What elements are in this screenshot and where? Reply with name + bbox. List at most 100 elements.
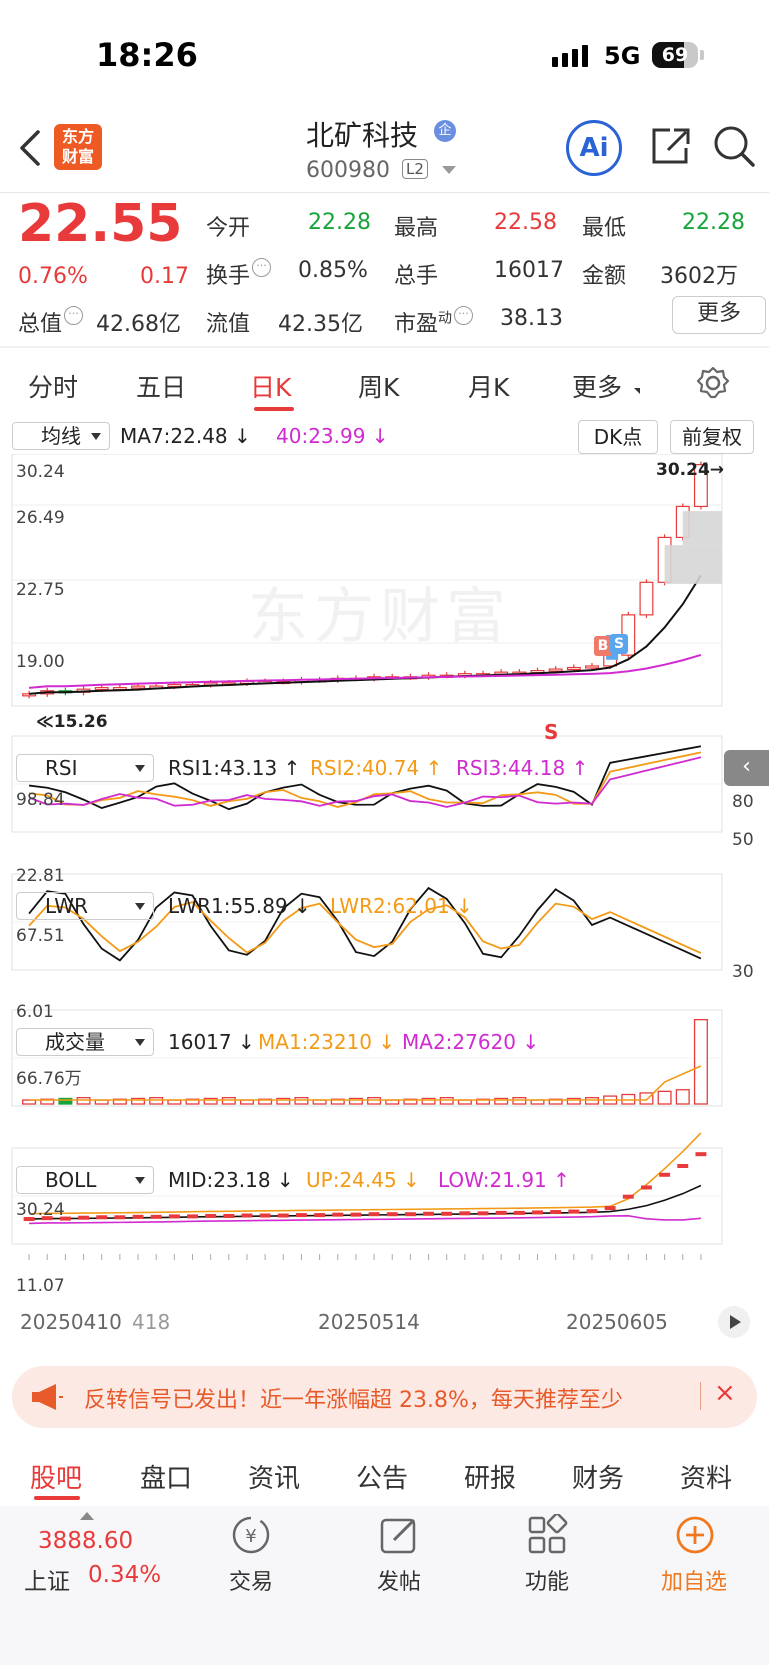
tab-weekly-k[interactable]: 周K	[358, 373, 400, 402]
adjust-button[interactable]: 前复权	[670, 420, 754, 454]
boll-candle	[622, 1194, 634, 1199]
candle	[693, 464, 708, 508]
dk-zone	[664, 545, 722, 584]
buy-signal-badge[interactable]: B	[594, 636, 612, 656]
features-label[interactable]: 功能	[524, 1570, 569, 1595]
ma7-text: MA7:22.48	[120, 424, 228, 448]
boll-up-value: UP:24.45 ↓	[306, 1168, 420, 1192]
post-label[interactable]: 发帖	[376, 1570, 421, 1595]
search-icon[interactable]	[712, 124, 756, 172]
banner-text[interactable]: 反转信号已发出！近一年涨幅超 23.8%，每天推荐至少	[84, 1388, 623, 1413]
volume-bar	[348, 1097, 363, 1105]
pe-label-text: 市盈	[394, 312, 439, 337]
tab-profile[interactable]: 资料	[680, 1464, 733, 1494]
boll-candle	[314, 1213, 326, 1218]
open-value: 22.28	[308, 210, 371, 235]
indicator-select-rsi[interactable]: RSI	[16, 754, 154, 782]
boll-candle	[513, 1210, 525, 1215]
lwr-line-1	[28, 886, 702, 962]
trade-icon[interactable]: ¥	[230, 1514, 272, 1560]
pe-label[interactable]: 市盈动 ···	[394, 306, 474, 338]
info-icon[interactable]: ···	[454, 306, 474, 325]
kline-y-3: 22.75	[16, 580, 65, 600]
tab-announcements[interactable]: 公告	[356, 1464, 409, 1494]
tab-monthly-k[interactable]: 月K	[468, 373, 510, 402]
tab-five-day[interactable]: 五日	[136, 373, 187, 402]
volume-bar	[512, 1097, 527, 1105]
rsi2-text: RSI2:40.74	[310, 756, 420, 780]
features-grid-icon[interactable]	[526, 1512, 568, 1560]
tab-guba[interactable]: 股吧	[30, 1464, 83, 1494]
rsi-level-80: 80	[732, 792, 754, 812]
post-edit-icon[interactable]	[378, 1514, 420, 1560]
indicator-select-ma[interactable]: 均线	[12, 422, 110, 450]
turnover-label[interactable]: 换手 ···	[206, 258, 272, 290]
bottom-tab-underline	[34, 1496, 80, 1500]
boll-candle	[459, 1211, 471, 1216]
tab-news[interactable]: 资讯	[248, 1464, 301, 1494]
volume-bar	[566, 1097, 581, 1105]
chevron-down-icon[interactable]	[442, 166, 456, 174]
volume-bar	[203, 1097, 218, 1105]
battery-level: 69	[661, 44, 689, 66]
add-watchlist-icon[interactable]	[674, 1514, 716, 1560]
back-arrow-icon[interactable]	[18, 128, 42, 172]
boll-candle	[41, 1216, 53, 1221]
banner-close-icon[interactable]: ×	[714, 1378, 736, 1408]
dk-point-button[interactable]: DK点	[578, 420, 658, 454]
select-label: RSI	[45, 756, 78, 780]
settings-gear-icon[interactable]	[696, 366, 730, 404]
boll-candle	[586, 1209, 598, 1214]
rsi-y-top: 98.84	[16, 790, 65, 810]
boll-candle	[477, 1211, 489, 1216]
tab-order-book[interactable]: 盘口	[140, 1464, 193, 1494]
index-value[interactable]: 3888.60	[38, 1528, 134, 1554]
volume-bar	[584, 1097, 599, 1105]
date-label-3: 20250514	[318, 1310, 420, 1334]
info-icon[interactable]: ···	[252, 258, 272, 277]
high-marker-text: 30.24	[656, 460, 710, 480]
tab-daily-k[interactable]: 日K	[250, 373, 292, 402]
lwr-y-bottom: 6.01	[16, 1002, 54, 1022]
boll-y-top: 30.24	[16, 1200, 65, 1220]
vol-ma2-text: MA2:27620	[402, 1030, 517, 1054]
ma7-line	[28, 574, 702, 695]
tab-finance[interactable]: 财务	[572, 1464, 625, 1494]
ai-assistant-button[interactable]: Ai	[566, 120, 622, 176]
more-quote-button[interactable]: 更多	[672, 296, 766, 334]
volume-bar	[58, 1097, 73, 1105]
indicator-select-volume[interactable]: 成交量	[16, 1028, 154, 1056]
info-icon[interactable]: ···	[64, 306, 84, 325]
kline-y-2: 26.49	[16, 508, 65, 528]
candle	[167, 683, 182, 688]
mktcap-label[interactable]: 总值 ···	[18, 306, 84, 338]
rsi-panel	[11, 735, 723, 833]
collapse-panel-icon[interactable]: ‹	[724, 750, 769, 786]
indicator-select-lwr[interactable]: LWR	[16, 892, 154, 920]
boll-low-text: LOW:21.91	[438, 1168, 547, 1192]
ma40-value: 40:23.99 ↓	[276, 424, 389, 448]
turnover-value: 0.85%	[298, 258, 368, 283]
boll-up-line	[29, 1132, 702, 1215]
candle	[548, 668, 563, 672]
stock-code[interactable]: 600980	[306, 158, 390, 183]
boll-candle	[332, 1212, 344, 1217]
amount-value: 3602万	[660, 264, 738, 289]
indicator-select-boll[interactable]: BOLL	[16, 1166, 154, 1194]
scroll-right-button[interactable]	[718, 1306, 750, 1338]
volume-bar	[76, 1097, 91, 1105]
add-watchlist-label[interactable]: 加自选	[660, 1570, 727, 1595]
kline-y-4: 19.00	[16, 652, 65, 672]
boll-candle	[604, 1206, 616, 1211]
sell-signal-badge[interactable]: S	[610, 634, 628, 654]
header-divider	[0, 192, 769, 193]
trade-label[interactable]: 交易	[228, 1570, 273, 1595]
tab-research[interactable]: 研报	[464, 1464, 517, 1494]
lwr2-value: LWR2:62.01 ↓	[330, 894, 473, 918]
tab-intraday[interactable]: 分时	[28, 373, 79, 402]
stock-name: 北矿科技	[306, 119, 419, 152]
logo-text-2: 财富	[61, 147, 94, 166]
promo-banner[interactable]	[12, 1366, 757, 1428]
share-icon[interactable]	[648, 124, 692, 172]
tab-more[interactable]: 更多	[572, 373, 623, 402]
